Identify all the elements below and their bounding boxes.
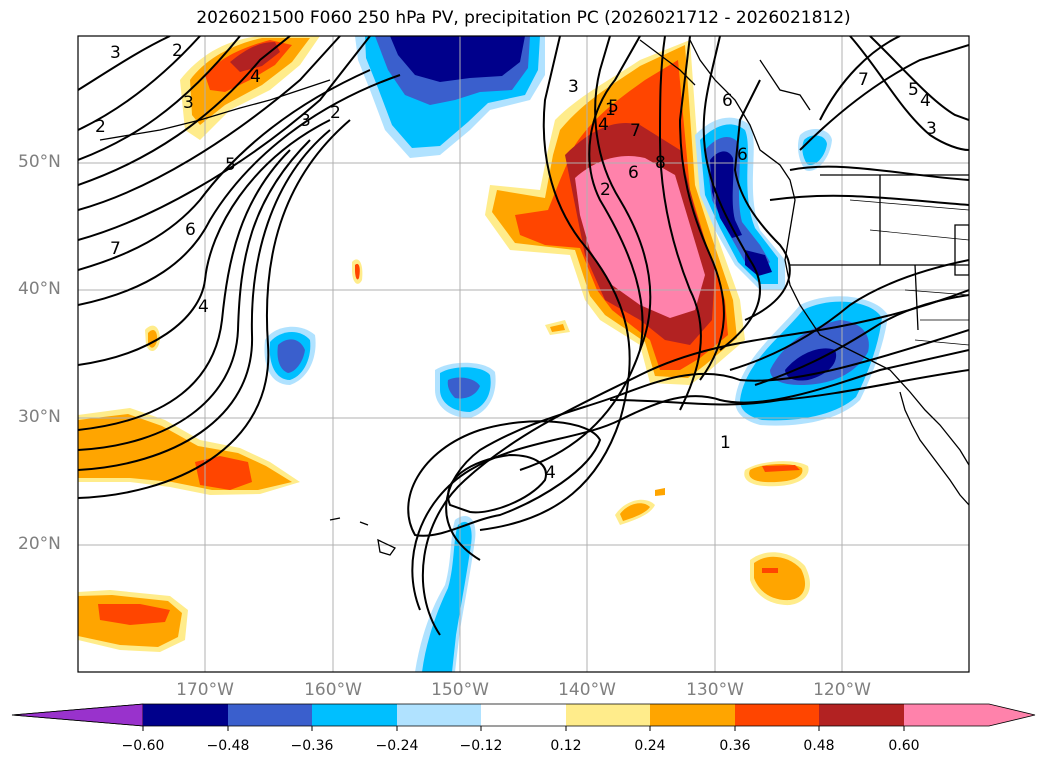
contour-label: 2 xyxy=(172,41,183,61)
pv-contours xyxy=(78,36,969,636)
colorbar xyxy=(11,703,1036,731)
colorbar-arrow-left xyxy=(11,703,144,727)
contour-label: 2 xyxy=(95,117,106,137)
colorbar-tick-label: −0.24 xyxy=(375,738,419,754)
colorbar-tick-label: 0.48 xyxy=(803,738,835,754)
contour-label: 3 xyxy=(300,111,311,131)
contour-label: 1 xyxy=(605,100,616,120)
contour-label: 4 xyxy=(250,67,261,87)
contour-label: 3 xyxy=(183,93,194,113)
lat-label: 20°N xyxy=(18,534,61,554)
lat-label: 50°N xyxy=(18,152,61,172)
contour-label: 6 xyxy=(628,163,639,183)
colorbar-arrow-right xyxy=(904,704,1035,726)
contour-label: 6 xyxy=(737,145,748,165)
contour-label: 3 xyxy=(110,43,121,63)
lon-label: 170°W xyxy=(176,680,234,700)
colorbar-tick-label: 0.36 xyxy=(719,738,751,754)
lat-label: 30°N xyxy=(18,407,61,427)
contour-label-group: 3 2 4 3 2 3 2 5 6 4 7 3 4 1 2 5 6 7 8 6 … xyxy=(95,41,937,483)
contour-label: 5 xyxy=(225,155,236,175)
contour-label: 6 xyxy=(722,91,733,111)
contour-label: 2 xyxy=(600,180,611,200)
colorbar-segment xyxy=(143,704,228,726)
coastlines xyxy=(99,39,969,556)
contour-label: 8 xyxy=(655,153,666,173)
map-area: 3 2 4 3 2 3 2 5 6 4 7 3 4 1 2 5 6 7 8 6 … xyxy=(78,36,969,672)
contour-label: 7 xyxy=(858,70,869,90)
contour-label: 7 xyxy=(630,121,641,141)
contour-label: 1 xyxy=(720,433,731,453)
colorbar-tick-label: −0.12 xyxy=(459,738,503,754)
contour-label: 5 xyxy=(908,80,919,100)
contour-label: 2 xyxy=(330,103,341,123)
lon-label: 150°W xyxy=(431,680,489,700)
contour-label: 6 xyxy=(185,220,196,240)
graticule xyxy=(78,36,969,672)
colorbar-segment xyxy=(312,704,397,726)
lon-label: 140°W xyxy=(558,680,616,700)
colorbar-tick-label: −0.60 xyxy=(121,738,165,754)
colorbar-segment xyxy=(228,704,312,726)
colorbar-segment xyxy=(397,704,481,726)
contour-label: 4 xyxy=(198,297,209,317)
contour-label: 4 xyxy=(920,91,931,111)
contour-label: 5 xyxy=(608,97,619,117)
contour-label: 4 xyxy=(545,463,556,483)
map-frame xyxy=(77,35,970,673)
contour-label: 3 xyxy=(568,77,579,97)
lon-label: 130°W xyxy=(686,680,744,700)
colorbar-segment xyxy=(819,704,904,726)
colorbar-tick-label: 0.60 xyxy=(888,738,920,754)
colorbar-tick-label: 0.24 xyxy=(634,738,666,754)
contour-label: 7 xyxy=(110,239,121,259)
colorbar-tick-label: −0.36 xyxy=(290,738,334,754)
lon-label: 160°W xyxy=(304,680,362,700)
colorbar-tick-label: 0.12 xyxy=(550,738,582,754)
lat-label: 40°N xyxy=(18,279,61,299)
contour-label: 3 xyxy=(926,119,937,139)
colorbar-segment xyxy=(566,704,650,726)
colorbar-tick-label: −0.48 xyxy=(206,738,250,754)
colorbar-segment xyxy=(650,704,735,726)
negative-anomaly-fill xyxy=(264,36,888,672)
map-title: 2026021500 F060 250 hPa PV, precipitatio… xyxy=(196,8,851,28)
lon-label: 120°W xyxy=(813,680,871,700)
colorbar-segment xyxy=(481,704,566,726)
colorbar-segment xyxy=(735,704,819,726)
contour-label: 4 xyxy=(598,115,609,135)
